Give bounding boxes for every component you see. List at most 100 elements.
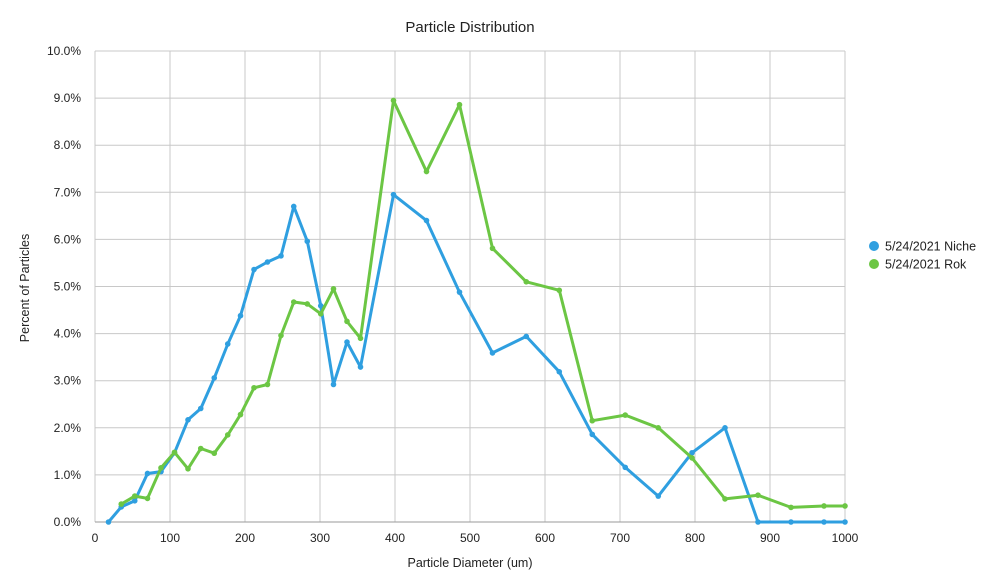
data-point bbox=[317, 303, 324, 309]
data-point bbox=[489, 350, 496, 356]
data-point bbox=[842, 503, 848, 509]
data-point bbox=[423, 217, 430, 224]
data-point bbox=[456, 289, 463, 295]
data-point bbox=[689, 455, 695, 461]
data-point bbox=[264, 259, 271, 265]
y-tick-label: 6.0% bbox=[54, 232, 82, 246]
legend-label: 5/24/2021 Rok bbox=[885, 258, 967, 272]
data-point bbox=[589, 431, 596, 438]
data-point bbox=[304, 301, 311, 307]
x-tick-label: 100 bbox=[160, 531, 180, 545]
data-point bbox=[722, 496, 728, 502]
data-point bbox=[185, 465, 191, 472]
x-tick-label: 900 bbox=[760, 531, 780, 545]
y-tick-label: 4.0% bbox=[54, 327, 82, 341]
series-layer bbox=[105, 97, 848, 525]
y-tick-label: 10.0% bbox=[47, 44, 81, 58]
data-point bbox=[158, 465, 164, 471]
data-point bbox=[237, 312, 244, 319]
data-point bbox=[821, 519, 827, 525]
data-point bbox=[556, 287, 563, 294]
x-tick-label: 800 bbox=[685, 531, 705, 545]
data-point bbox=[357, 335, 364, 342]
data-point bbox=[357, 364, 364, 370]
series-1 bbox=[105, 191, 848, 525]
chart-title: Particle Distribution bbox=[405, 19, 534, 36]
data-point bbox=[390, 97, 397, 104]
y-tick-label: 8.0% bbox=[54, 138, 82, 152]
x-tick-label: 400 bbox=[385, 531, 405, 545]
y-axis-title: Percent of Particles bbox=[18, 234, 32, 342]
data-point bbox=[290, 299, 297, 305]
data-point bbox=[224, 432, 231, 438]
data-point bbox=[655, 493, 662, 499]
data-point bbox=[237, 411, 244, 418]
x-tick-label: 0 bbox=[92, 531, 99, 545]
data-point bbox=[197, 405, 204, 412]
data-point bbox=[144, 495, 151, 502]
x-axis-title: Particle Diameter (um) bbox=[407, 556, 532, 570]
data-point bbox=[589, 417, 596, 424]
data-point bbox=[304, 238, 311, 245]
data-point bbox=[330, 286, 337, 292]
data-point bbox=[105, 519, 112, 525]
data-point bbox=[755, 492, 761, 498]
x-tick-label: 500 bbox=[460, 531, 480, 545]
data-point bbox=[622, 464, 629, 471]
data-point bbox=[211, 450, 218, 457]
data-point bbox=[523, 278, 530, 285]
data-point bbox=[689, 449, 695, 456]
data-point bbox=[131, 498, 138, 504]
data-point bbox=[290, 203, 297, 210]
data-point bbox=[278, 332, 284, 339]
data-point bbox=[185, 416, 191, 423]
y-tick-label: 3.0% bbox=[54, 374, 82, 388]
data-point bbox=[317, 311, 324, 317]
data-point bbox=[523, 333, 530, 340]
data-point bbox=[144, 470, 151, 477]
y-tick-label: 9.0% bbox=[54, 91, 82, 105]
data-point bbox=[788, 519, 794, 525]
data-point bbox=[655, 425, 662, 431]
y-tick-label: 7.0% bbox=[54, 185, 82, 199]
data-point bbox=[224, 341, 231, 347]
legend-marker bbox=[869, 259, 879, 269]
x-tick-label: 600 bbox=[535, 531, 555, 545]
data-point bbox=[821, 503, 827, 509]
data-point bbox=[131, 493, 138, 499]
data-point bbox=[788, 504, 794, 511]
data-point bbox=[251, 266, 257, 273]
x-tick-label: 300 bbox=[310, 531, 330, 545]
data-point bbox=[423, 168, 430, 175]
legend: 5/24/2021 Niche 5/24/2021 Rok bbox=[869, 240, 976, 272]
data-point bbox=[842, 519, 848, 525]
data-point bbox=[344, 339, 350, 345]
axes: 0 100 200 300 400 500 600 700 800 900 1000 0.0% 1.0%… bbox=[47, 44, 859, 545]
data-point bbox=[390, 191, 397, 198]
legend-marker bbox=[869, 241, 879, 251]
data-point bbox=[722, 425, 728, 431]
data-point bbox=[755, 519, 761, 525]
series-2 bbox=[118, 97, 848, 511]
data-point bbox=[278, 253, 284, 259]
data-point bbox=[251, 384, 257, 391]
x-tick-label: 1000 bbox=[832, 531, 859, 545]
data-point bbox=[197, 445, 204, 452]
y-tick-label: 1.0% bbox=[54, 468, 82, 482]
data-point bbox=[171, 449, 178, 456]
x-tick-label: 700 bbox=[610, 531, 630, 545]
data-point bbox=[622, 412, 629, 418]
data-point bbox=[489, 245, 496, 252]
y-tick-label: 5.0% bbox=[54, 280, 82, 294]
y-tick-label: 2.0% bbox=[54, 421, 82, 435]
x-tick-label: 200 bbox=[235, 531, 255, 545]
y-tick-label: 0.0% bbox=[54, 515, 82, 529]
series-line bbox=[119, 99, 847, 509]
data-point bbox=[264, 381, 271, 388]
data-point bbox=[118, 501, 125, 507]
data-point bbox=[344, 318, 350, 325]
data-point bbox=[556, 368, 563, 375]
data-point bbox=[456, 101, 463, 108]
